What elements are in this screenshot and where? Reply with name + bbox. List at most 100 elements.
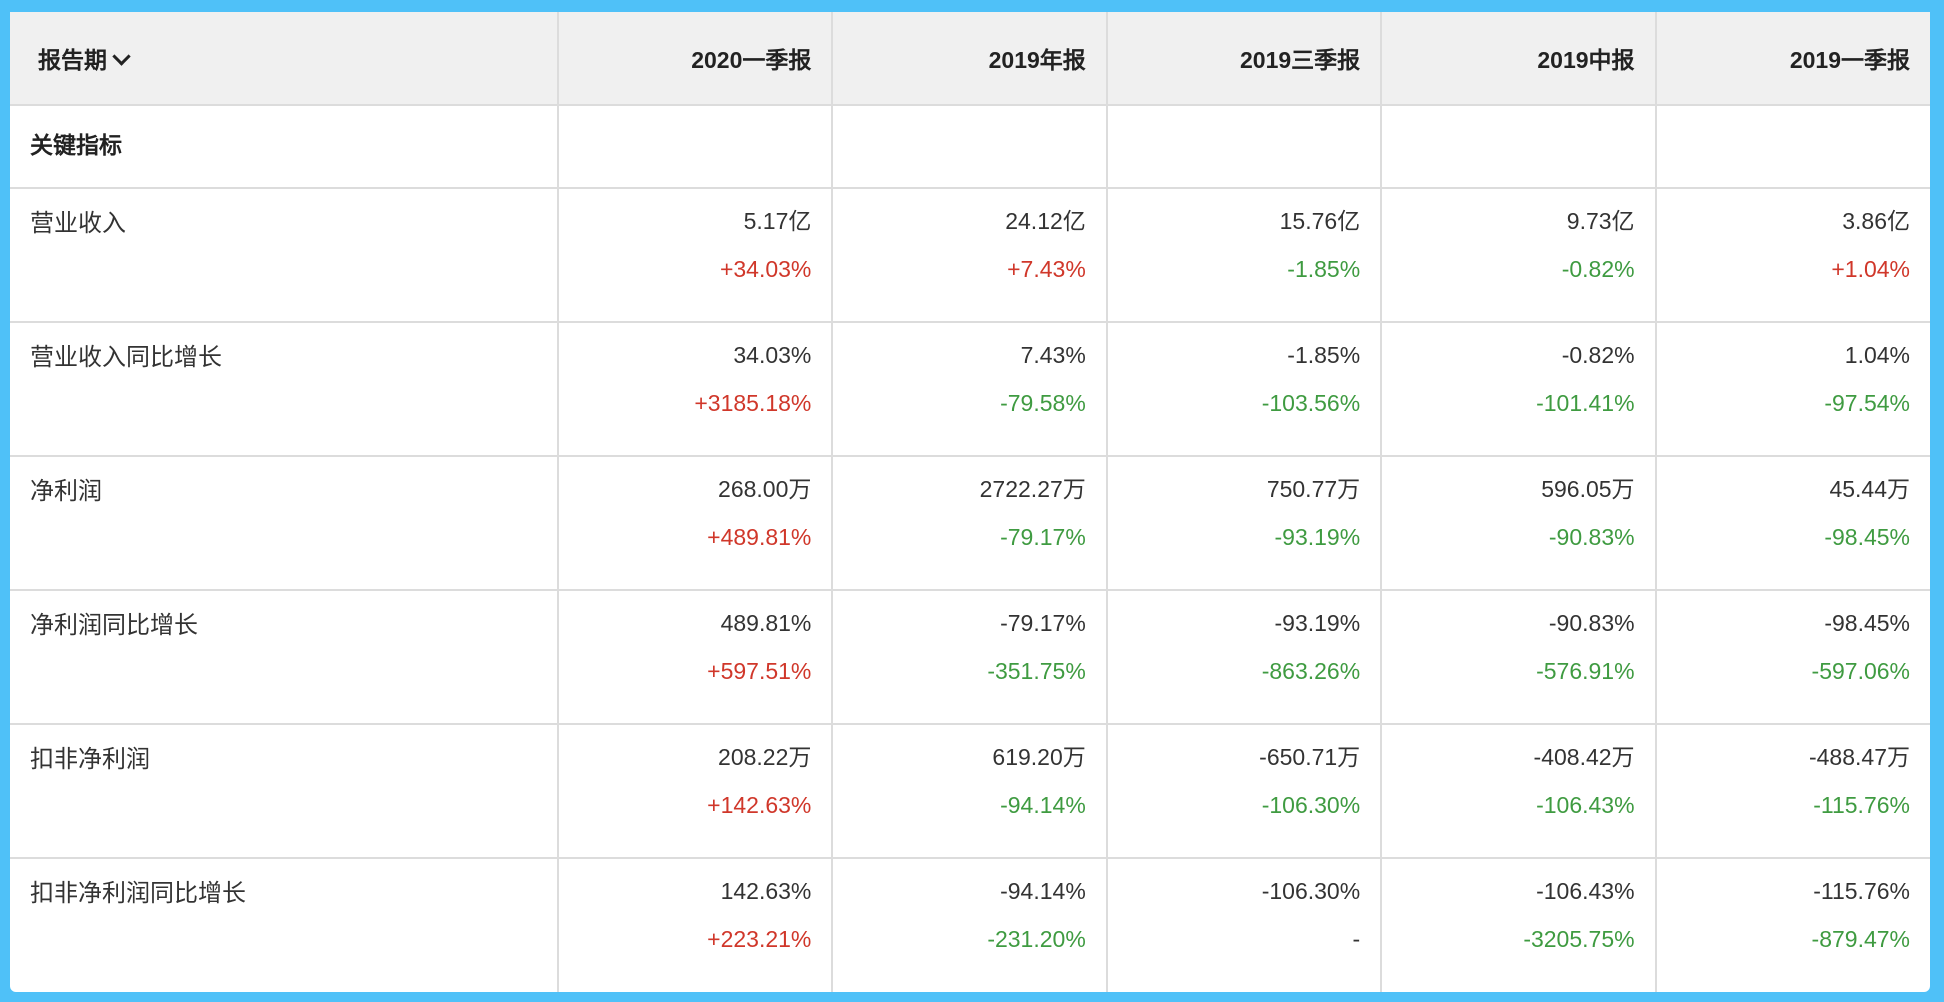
section-cell: 关键指标: [10, 104, 559, 189]
table-row: 净利润同比增长 489.81% +597.51% -79.17% -351.75% -93…: [10, 589, 1930, 725]
value: -106.30%: [1261, 878, 1361, 904]
value: -93.19%: [1274, 610, 1361, 636]
column-header: 2020一季报: [556, 12, 834, 106]
value: 3.86亿: [1842, 208, 1910, 234]
value: -408.42万: [1533, 744, 1635, 770]
value: 489.81%: [720, 610, 812, 636]
value: -79.17%: [1000, 610, 1086, 636]
value: 34.03%: [733, 342, 812, 368]
row-label-cell: 营业收入: [10, 187, 559, 323]
value: -94.14%: [1000, 878, 1086, 904]
chevron-down-icon: [112, 47, 131, 66]
change-percent: -597.06%: [1811, 658, 1910, 684]
value: 619.20万: [992, 744, 1086, 770]
change-percent: -103.56%: [1261, 390, 1361, 416]
change-percent: +597.51%: [707, 658, 812, 684]
change-percent: -231.20%: [987, 926, 1086, 952]
row-label-cell: 扣非净利润同比增长: [10, 857, 559, 992]
column-header: 2019三季报: [1105, 12, 1383, 106]
value-cell: 596.05万 -90.83%: [1380, 455, 1657, 591]
row-label: 净利润: [30, 478, 102, 505]
table-row: 扣非净利润 208.22万 +142.63% 619.20万 -94.14% -650.7…: [10, 723, 1930, 859]
value-cell: -93.19% -863.26%: [1105, 589, 1383, 725]
value: 5.17亿: [743, 208, 812, 234]
value: -106.43%: [1536, 878, 1635, 904]
value: 2722.27万: [979, 476, 1086, 502]
value: -1.85%: [1287, 342, 1361, 368]
value: 9.73亿: [1566, 208, 1635, 234]
value-cell: -106.30% -: [1105, 857, 1383, 992]
value-cell: 208.22万 +142.63%: [556, 723, 834, 859]
financial-table: 报告期 2020一季报 2019年报 2019三季报 2019中报 2019一季…: [10, 12, 1930, 992]
value-cell: 34.03% +3185.18%: [556, 321, 834, 457]
value-cell: -1.85% -103.56%: [1105, 321, 1383, 457]
change-percent: -101.41%: [1536, 390, 1635, 416]
period-label: 报告期: [38, 47, 107, 73]
table-row: 营业收入同比增长 34.03% +3185.18% 7.43% -79.58% -1.85…: [10, 321, 1930, 457]
row-label: 扣非净利润: [30, 746, 150, 773]
row-label: 扣非净利润同比增长: [30, 880, 246, 907]
value-cell: -79.17% -351.75%: [831, 589, 1108, 725]
value-cell: 2722.27万 -79.17%: [831, 455, 1108, 591]
value-cell: 45.44万 -98.45%: [1654, 455, 1930, 591]
change-percent: +7.43%: [1007, 256, 1086, 282]
value: 1.04%: [1844, 342, 1910, 368]
value: 7.43%: [1020, 342, 1086, 368]
value: 24.12亿: [1005, 208, 1086, 234]
value-cell: -98.45% -597.06%: [1654, 589, 1930, 725]
row-label: 营业收入同比增长: [30, 344, 222, 371]
change-percent: -106.30%: [1261, 792, 1361, 818]
change-percent: -0.82%: [1561, 256, 1635, 282]
value-cell: 619.20万 -94.14%: [831, 723, 1108, 859]
change-percent: -79.17%: [1000, 524, 1086, 550]
value-cell: 15.76亿 -1.85%: [1105, 187, 1383, 323]
financial-indicators-panel: 报告期 2020一季报 2019年报 2019三季报 2019中报 2019一季…: [10, 12, 1930, 992]
value: 208.22万: [718, 744, 812, 770]
change-percent: +1.04%: [1831, 256, 1910, 282]
value-cell: -650.71万 -106.30%: [1105, 723, 1383, 859]
period-selector[interactable]: 报告期: [10, 12, 559, 106]
change-percent: -97.54%: [1824, 390, 1910, 416]
value-cell: -408.42万 -106.43%: [1380, 723, 1657, 859]
change-percent: -1.85%: [1287, 256, 1361, 282]
section-row: 关键指标: [10, 104, 1930, 189]
row-label: 营业收入: [30, 210, 126, 237]
value-cell: 7.43% -79.58%: [831, 321, 1108, 457]
value-cell: 750.77万 -93.19%: [1105, 455, 1383, 591]
value-cell: -94.14% -231.20%: [831, 857, 1108, 992]
change-percent: -351.75%: [987, 658, 1086, 684]
value: 45.44万: [1829, 476, 1910, 502]
change-percent: -3205.75%: [1523, 926, 1635, 952]
value: 15.76亿: [1279, 208, 1361, 234]
value: 142.63%: [720, 878, 812, 904]
row-label: 净利润同比增长: [30, 612, 198, 639]
value: 596.05万: [1541, 476, 1635, 502]
change-percent: -115.76%: [1813, 792, 1910, 818]
row-label-cell: 净利润同比增长: [10, 589, 559, 725]
value-cell: -90.83% -576.91%: [1380, 589, 1657, 725]
value-cell: 489.81% +597.51%: [556, 589, 834, 725]
change-percent: -106.43%: [1536, 792, 1635, 818]
change-percent: +34.03%: [719, 256, 812, 282]
section-label: 关键指标: [30, 132, 122, 158]
table-row: 净利润 268.00万 +489.81% 2722.27万 -79.17% 750.77万…: [10, 455, 1930, 591]
value: 750.77万: [1266, 476, 1361, 502]
value: -90.83%: [1548, 610, 1635, 636]
row-label-cell: 净利润: [10, 455, 559, 591]
value-cell: -488.47万 -115.76%: [1654, 723, 1930, 859]
value: -650.71万: [1259, 744, 1361, 770]
value-cell: -0.82% -101.41%: [1380, 321, 1657, 457]
column-header: 2019年报: [831, 12, 1108, 106]
value: 268.00万: [718, 476, 812, 502]
change-percent: -: [1352, 926, 1361, 952]
change-percent: +142.63%: [707, 792, 812, 818]
value: -115.76%: [1813, 878, 1910, 904]
change-percent: -576.91%: [1536, 658, 1635, 684]
column-header: 2019一季报: [1654, 12, 1930, 106]
change-percent: -79.58%: [1000, 390, 1086, 416]
value-cell: 142.63% +223.21%: [556, 857, 834, 992]
table-row: 营业收入 5.17亿 +34.03% 24.12亿 +7.43% 15.76亿 -1.85%…: [10, 187, 1930, 323]
change-percent: -863.26%: [1261, 658, 1361, 684]
change-percent: -94.14%: [1000, 792, 1086, 818]
change-percent: -98.45%: [1824, 524, 1910, 550]
